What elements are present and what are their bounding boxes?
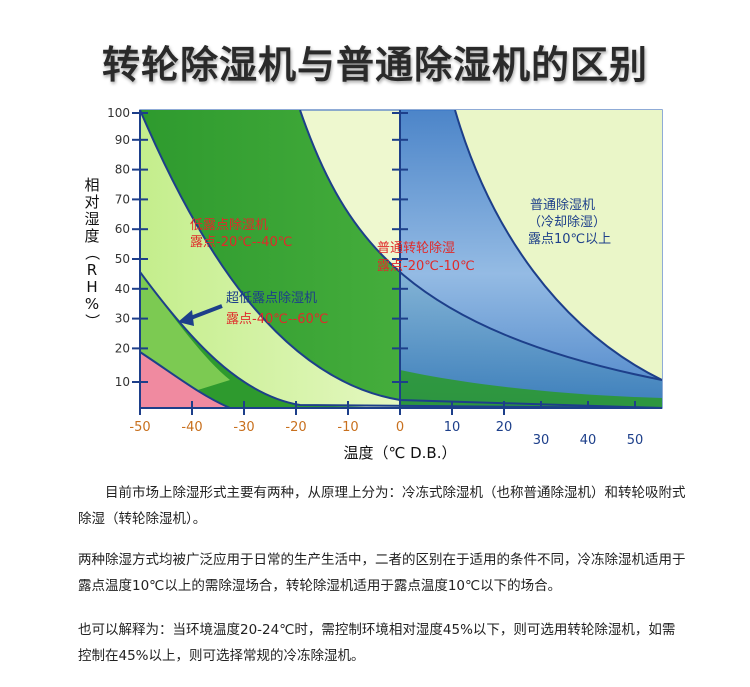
svg-text:（冷却除湿）: （冷却除湿） (528, 215, 606, 230)
svg-text:普通除湿机: 普通除湿机 (530, 198, 595, 213)
x-axis-label: 温度（℃ D.B.） (344, 444, 457, 462)
x-tick-label: -20 (285, 420, 306, 435)
y-axis-label-char: 对 (84, 193, 99, 211)
y-tick-label: 30 (115, 312, 130, 326)
humidity-chart: 100 90 80 70 60 50 40 30 20 10 -50 -40 -30 -20 -10 0 10… (83, 106, 663, 462)
x-tick-label: 10 (444, 420, 461, 435)
x-tick-label: -30 (233, 420, 254, 435)
svg-text:超低露点除湿机: 超低露点除湿机 (226, 291, 317, 306)
label-low-dewpoint: 低露点除湿机 露点-20℃--40℃ (190, 218, 292, 250)
paragraph-1: 目前市场上除湿形式主要有两种，从原理上分为：冷冻式除湿机（也称普通除湿机）和转轮… (78, 485, 686, 527)
y-axis-label-char: R (87, 261, 97, 279)
y-axis-label-char: H (86, 278, 97, 296)
svg-text:露点-40℃--60℃: 露点-40℃--60℃ (226, 312, 328, 327)
y-axis-label-char: 度 (84, 227, 99, 245)
label-ultra-low-dewpoint: 超低露点除湿机 露点-40℃--60℃ (226, 291, 328, 327)
region-refrigerant (455, 110, 662, 380)
region-ultra-low-dewpoint (140, 352, 230, 408)
y-axis-label-char: 湿 (84, 210, 99, 228)
x-tick-labels: -50 -40 -30 -20 -10 0 10 20 30 40 50 (129, 420, 643, 448)
y-axis-label: 相对湿度（RH%） (83, 176, 101, 329)
paragraph-3: 也可以解释为：当环境温度20-24℃时，需控制环境相对湿度45%以下，则可选用转… (78, 622, 676, 664)
label-refrigerant: 普通除湿机 （冷却除湿） 露点10℃以上 (528, 198, 611, 247)
y-tick-label: 20 (115, 341, 130, 355)
page-title: 转轮除湿机与普通除湿机的区别 (101, 43, 648, 87)
paragraph-2: 两种除湿方式均被广泛应用于日常的生产生活中，二者的区别在于适用的条件不同，冷冻除… (78, 552, 686, 594)
y-axis-label-char: 相 (84, 176, 99, 194)
y-axis-label-char: ） (83, 313, 101, 328)
x-tick-label: 0 (396, 420, 404, 435)
region-blue-band (400, 110, 662, 408)
y-axis-label-char: % (85, 295, 99, 313)
y-axis-label-char: （ (83, 245, 101, 260)
y-tick-label: 80 (115, 163, 130, 177)
y-tick-label: 60 (115, 222, 130, 236)
x-tick-label: 50 (627, 433, 644, 448)
svg-text:普通转轮除湿: 普通转轮除湿 (377, 241, 455, 256)
x-tick-label: -40 (181, 420, 202, 435)
svg-text:低露点除湿机: 低露点除湿机 (190, 218, 268, 233)
y-tick-label: 90 (115, 133, 130, 147)
x-tick-marks (139, 401, 636, 415)
y-tick-label: 70 (115, 192, 130, 206)
y-tick-label: 40 (115, 282, 130, 296)
y-tick-label: 10 (115, 375, 130, 389)
svg-text:露点10℃以上: 露点10℃以上 (528, 232, 611, 247)
y-tick-marks (132, 112, 408, 383)
svg-text:露点-20℃--40℃: 露点-20℃--40℃ (190, 235, 292, 250)
x-tick-label: 30 (533, 433, 550, 448)
pointer-arrow (178, 304, 223, 326)
y-tick-label: 50 (115, 252, 130, 266)
label-ordinary-rotor: 普通转轮除湿 露点-20℃-10℃ (377, 241, 475, 274)
y-tick-label: 100 (107, 106, 130, 120)
svg-text:露点-20℃-10℃: 露点-20℃-10℃ (377, 259, 475, 274)
x-tick-label: -50 (129, 420, 150, 435)
region-low-dewpoint (140, 110, 400, 408)
y-tick-labels: 100 90 80 70 60 50 40 30 20 10 (107, 106, 130, 389)
x-tick-label: 40 (580, 433, 597, 448)
x-tick-label: -10 (337, 420, 358, 435)
x-tick-label: 20 (496, 420, 513, 435)
